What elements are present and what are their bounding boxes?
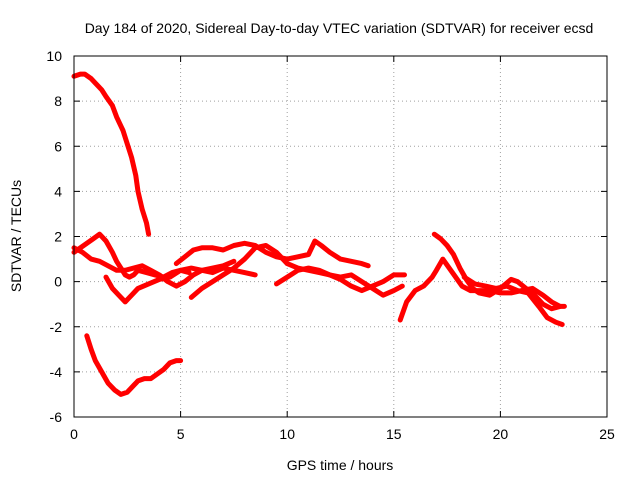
y-tick-label: 8 — [54, 93, 62, 109]
y-tick-label: -2 — [50, 319, 63, 335]
series-arc-i — [461, 274, 565, 327]
x-tick-label: 15 — [386, 426, 402, 442]
series-arc-h — [431, 231, 567, 312]
series-arc-f — [274, 265, 407, 294]
x-tick-label: 25 — [599, 426, 615, 442]
y-tick-label: -4 — [50, 364, 63, 380]
series-arc-high — [71, 71, 152, 237]
y-tick-label: 2 — [54, 229, 62, 245]
x-axis-label: GPS time / hours — [287, 457, 394, 473]
y-axis-label: SDTVAR / TECUs — [8, 180, 24, 292]
x-tick-label: 10 — [279, 426, 295, 442]
x-tick-label: 20 — [493, 426, 509, 442]
series-arc-d — [173, 238, 371, 269]
chart-title: Day 184 of 2020, Sidereal Day-to-day VTE… — [85, 20, 594, 36]
y-tick-label: 6 — [54, 138, 62, 154]
y-tick-label: 10 — [46, 48, 62, 64]
x-tick-label: 5 — [177, 426, 185, 442]
grid — [74, 56, 607, 417]
axes: 0 5 10 15 20 25 -6 -4 -2 0 2 4 6 8 10 — [46, 48, 615, 442]
data-series — [71, 71, 567, 397]
y-tick-label: -6 — [50, 409, 63, 425]
y-tick-label: 0 — [54, 274, 62, 290]
series-arc-g — [397, 256, 563, 323]
plot-frame — [73, 55, 608, 418]
x-tick-label: 0 — [70, 426, 78, 442]
y-tick-label: 4 — [54, 183, 62, 199]
series-arc-c — [103, 265, 258, 305]
series-arc-low — [84, 333, 184, 397]
